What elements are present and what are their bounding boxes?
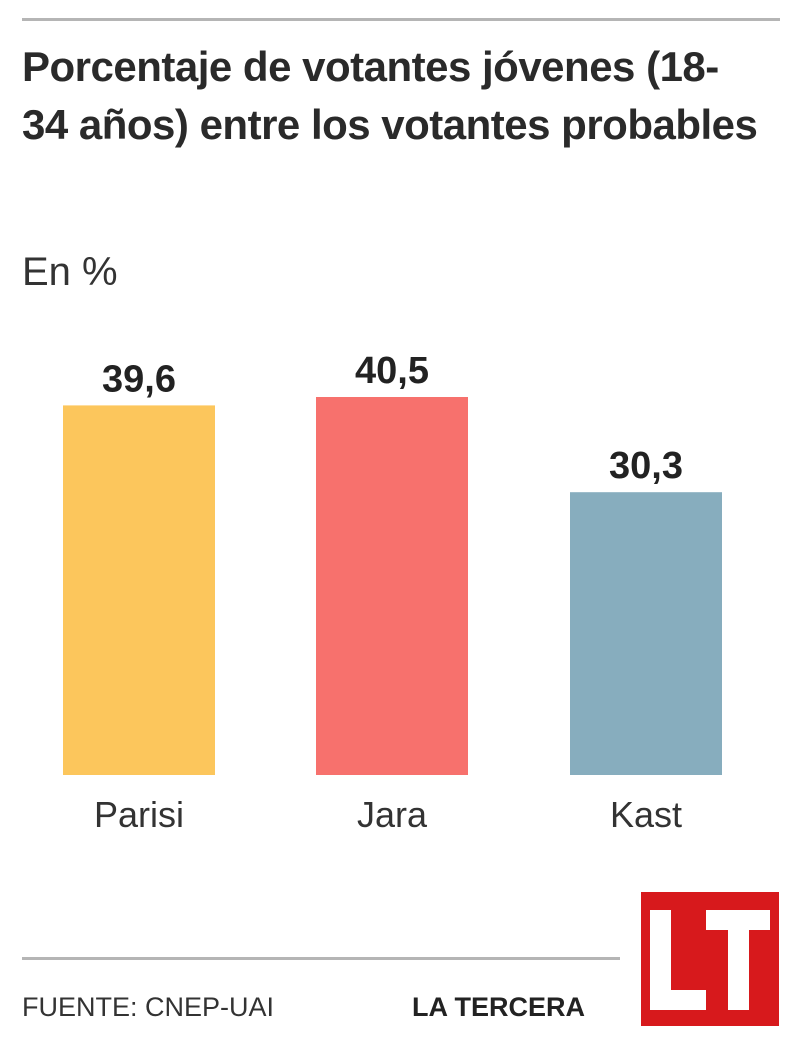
chart-title: Porcentaje de votantes jóvenes (18-34 añ… <box>22 43 758 148</box>
category-label-jara: Jara <box>357 794 428 835</box>
value-label-parisi: 39,6 <box>102 358 176 400</box>
top-rule <box>22 18 780 21</box>
bar-parisi <box>63 405 215 775</box>
bar-chart: 39,6 Parisi 40,5 Jara 30,3 Kast <box>63 350 722 835</box>
publisher-name: LA TERCERA <box>412 992 585 1022</box>
bar-kast <box>570 492 722 775</box>
lt-logo-icon <box>650 910 770 1010</box>
bar-jara <box>316 397 468 775</box>
category-label-parisi: Parisi <box>94 794 184 835</box>
la-tercera-logo <box>641 892 779 1026</box>
value-label-jara: 40,5 <box>355 350 429 392</box>
category-label-kast: Kast <box>610 794 682 835</box>
bottom-rule <box>22 957 620 960</box>
value-label-kast: 30,3 <box>609 445 683 487</box>
source-note: FUENTE: CNEP-UAI <box>22 992 275 1022</box>
chart-unit-label: En % <box>22 250 118 294</box>
